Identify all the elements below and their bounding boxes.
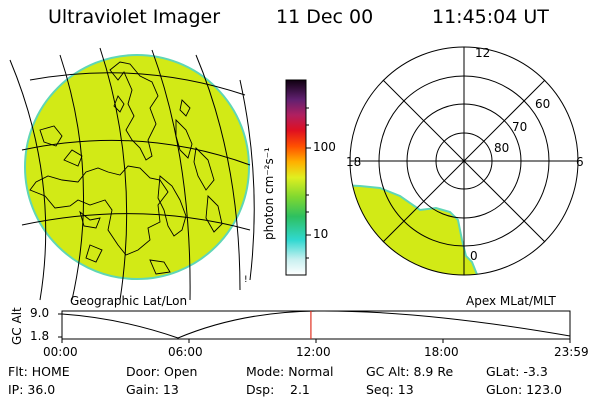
colorbar: [285, 79, 311, 276]
time-tick-1200: 12:00: [296, 345, 331, 359]
apex-caption: Apex MLat/MLT: [466, 294, 556, 308]
observation-date: 11 Dec 00: [276, 6, 374, 28]
gc-alt-ymin: 1.8: [30, 329, 50, 343]
gc-alt-ticks: [58, 313, 571, 343]
mlat-label-60: 60: [535, 97, 551, 111]
geographic-globe: !: [9, 47, 255, 301]
app-title: Ultraviolet Imager: [48, 6, 221, 28]
gc-alt-ylabel: GC Alt: [10, 307, 24, 345]
status-seq: Seq: 13: [366, 382, 414, 397]
gc-alt-frame: [61, 310, 571, 340]
geographic-caption: Geographic Lat/Lon: [70, 294, 188, 308]
status-mode: Mode: Normal: [246, 364, 334, 379]
mlat-label-70: 70: [512, 120, 528, 134]
coastlines: [29, 61, 223, 275]
mlt-label-18: 18: [346, 155, 362, 169]
colorbar-label-100: 100: [313, 140, 336, 154]
time-tick-0600: 06:00: [168, 345, 203, 359]
status-gc-alt: GC Alt: 8.9 Re: [366, 364, 454, 379]
colorbar-unit: photon cm⁻²s⁻¹: [262, 147, 276, 240]
gc-alt-curve: [61, 310, 571, 339]
mlt-label-12: 12: [475, 46, 491, 60]
mlat-label-80: 80: [494, 141, 510, 155]
status-flight: Flt: HOME: [8, 364, 70, 379]
status-door: Door: Open: [126, 364, 198, 379]
time-tick-2359: 23:59: [554, 345, 589, 359]
colorbar-label-10: 10: [313, 227, 329, 241]
lat-lon-grid: [9, 47, 255, 301]
time-tick-0000: 00:00: [43, 345, 78, 359]
status-glon: GLon: 123.0: [486, 382, 562, 397]
colorbar-gradient: [285, 79, 307, 276]
gc-alt-plot: [58, 310, 571, 343]
gc-alt-ymax: 9.0: [30, 306, 50, 320]
status-ip: IP: 36.0: [8, 382, 56, 397]
grid-tick-mark: !: [244, 275, 248, 285]
observation-time: 11:45:04 UT: [432, 6, 549, 28]
time-tick-1800: 18:00: [424, 345, 459, 359]
status-gain: Gain: 13: [126, 382, 179, 397]
polar-plot: [349, 46, 579, 276]
mlt-label-6: 6: [576, 155, 584, 169]
polar-uv-region: [350, 184, 482, 275]
status-dsp-value: 2.1: [290, 382, 310, 397]
status-glat: GLat: -3.3: [486, 364, 548, 379]
uv-image-disk: [24, 54, 250, 280]
status-dsp-label: Dsp:: [246, 382, 275, 397]
polar-diagonal-2: [382, 79, 546, 243]
mlt-label-0: 0: [470, 249, 478, 263]
